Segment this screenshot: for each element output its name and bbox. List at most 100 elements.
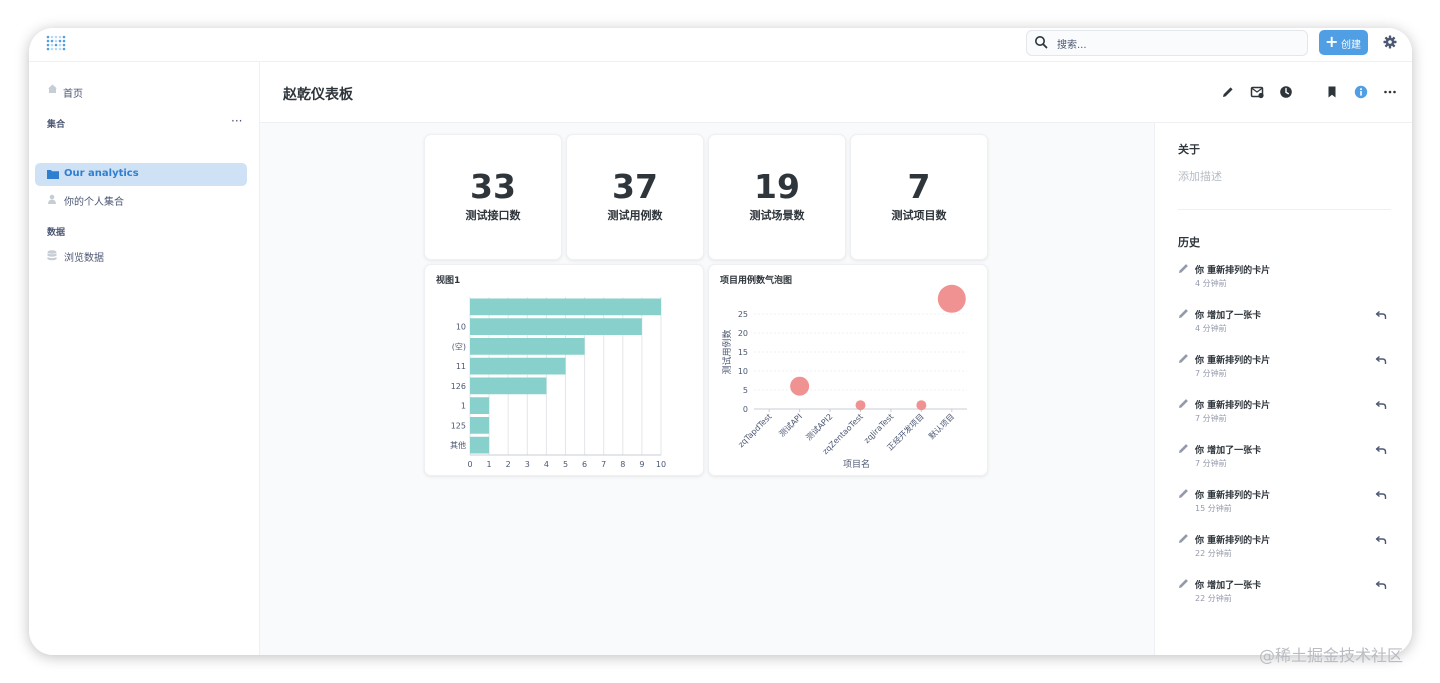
data-heading: 数据 [47, 228, 66, 238]
description-input[interactable]: 添加描述 [1178, 170, 1222, 183]
history-time: 4 分钟前 [1195, 324, 1227, 333]
scalar-card[interactable]: 33 测试接口数 [424, 134, 562, 260]
metabase-logo-icon[interactable] [46, 35, 66, 51]
pencil-icon [1179, 444, 1188, 453]
y-tick-label: 其他 [450, 440, 466, 450]
y-tick-label: 10 [738, 367, 748, 376]
scalar-label: 测试场景数 [749, 209, 805, 222]
y-tick-label: 25 [738, 310, 748, 319]
pencil-icon [1179, 534, 1188, 543]
x-tick-label: 1 [487, 460, 492, 469]
undo-icon[interactable] [1375, 444, 1387, 456]
bubble-point [790, 376, 810, 396]
bar [470, 377, 547, 395]
sidebar-item-personal-collection[interactable]: 你的个人集合 [35, 188, 247, 211]
collections-heading: 集合 [47, 120, 66, 130]
watermark: @稀土掘金技术社区 [1259, 646, 1404, 665]
x-tick-label: zqTapdTest [736, 412, 773, 449]
scalar-card[interactable]: 37 测试用例数 [566, 134, 704, 260]
pencil-icon [1179, 399, 1188, 408]
undo-icon[interactable] [1375, 399, 1387, 411]
share-subscription-icon[interactable] [1250, 85, 1264, 99]
search-icon [1035, 36, 1048, 49]
undo-icon[interactable] [1375, 579, 1387, 591]
scalar-label: 测试用例数 [607, 209, 663, 222]
history-item: 你 重新排列的卡片 15 分钟前 [1178, 487, 1391, 519]
sidebar-item-our-analytics[interactable]: Our analytics [35, 163, 247, 186]
person-icon [48, 194, 56, 204]
bar-chart-card[interactable]: 视图1 0 1 2 3 4 5 6 7 8 9 10 10 (空) 11 126 1 125 其他 [424, 264, 704, 476]
bar [470, 436, 490, 454]
edit-pencil-icon[interactable] [1221, 85, 1235, 99]
sidebar-item-label: 你的个人集合 [64, 197, 124, 208]
home-icon [48, 84, 57, 93]
new-button-label: 创建 [1341, 40, 1361, 51]
history-action: 你 增加了一张卡 [1195, 581, 1262, 591]
scalar-value: 37 [612, 167, 658, 206]
history-time: 7 分钟前 [1195, 459, 1227, 468]
gear-icon[interactable] [1383, 35, 1397, 49]
info-icon[interactable] [1354, 85, 1368, 99]
search-input[interactable]: 搜索... [1057, 40, 1087, 51]
undo-icon[interactable] [1375, 534, 1387, 546]
history-item: 你 增加了一张卡 4 分钟前 [1178, 307, 1391, 339]
pencil-icon [1179, 579, 1188, 588]
pencil-icon [1179, 489, 1188, 498]
sidebar-item-label: 首页 [63, 89, 83, 100]
scalar-card[interactable]: 19 测试场景数 [708, 134, 846, 260]
y-tick-label: (空) [452, 341, 466, 351]
y-tick-label: 11 [456, 362, 466, 371]
app-window: 搜索... + 创建 首页 [29, 28, 1412, 655]
x-tick-label: 7 [601, 460, 606, 469]
bubble-chart-card[interactable]: 项目用例数气泡图 0 5 10 15 20 25 zqTapdTest 测试API 测试API2… [708, 264, 988, 476]
bar [470, 338, 585, 355]
history-time: 22 分钟前 [1195, 594, 1232, 603]
history-item: 你 增加了一张卡 7 分钟前 [1178, 442, 1391, 474]
history-action: 你 增加了一张卡 [1195, 446, 1262, 456]
bar [470, 298, 661, 316]
bar [470, 357, 566, 375]
undo-icon[interactable] [1375, 354, 1387, 366]
history-action: 你 重新排列的卡片 [1195, 266, 1271, 276]
chart-title: 项目用例数气泡图 [720, 276, 793, 286]
x-tick-label: 10 [656, 460, 666, 469]
auto-refresh-clock-icon[interactable] [1279, 85, 1293, 99]
bookmark-icon[interactable] [1325, 85, 1339, 99]
history-time: 22 分钟前 [1195, 549, 1232, 558]
y-tick-label: 20 [738, 329, 748, 338]
bar-chart: 0 1 2 3 4 5 6 7 8 9 10 10 (空) 11 126 1 125 其他 [450, 297, 666, 469]
y-tick-label: 126 [451, 382, 466, 391]
more-options-icon[interactable] [1383, 85, 1397, 99]
history-action: 你 重新排列的卡片 [1195, 356, 1271, 366]
history-time: 4 分钟前 [1195, 279, 1227, 288]
page-title: 赵乾仪表板 [283, 87, 353, 103]
more-icon[interactable]: ··· [231, 114, 243, 128]
x-tick-label: 4 [544, 460, 549, 469]
x-tick-label: 9 [639, 460, 644, 469]
scalar-value: 7 [907, 167, 931, 206]
search-bar[interactable]: 搜索... [1026, 30, 1308, 56]
x-tick-label: 3 [525, 460, 530, 469]
info-sidebar: 关于 添加描述 历史 你 重新排列的卡片 4 分钟前你 增加了一张卡 4 分钟前你 … [1154, 123, 1412, 655]
history-item: 你 重新排列的卡片 4 分钟前 [1178, 262, 1391, 294]
new-button[interactable]: + 创建 [1319, 30, 1368, 55]
x-axis-label: 项目名 [843, 458, 870, 470]
bubble-point [937, 284, 966, 313]
x-tick-label: 5 [563, 460, 568, 469]
history-heading: 历史 [1178, 236, 1200, 249]
about-heading: 关于 [1178, 143, 1200, 156]
y-tick-label: 125 [451, 421, 466, 430]
x-tick-label: 0 [467, 460, 472, 469]
bubble-point [916, 400, 927, 411]
scalar-label: 测试接口数 [465, 209, 521, 222]
history-action: 你 增加了一张卡 [1195, 311, 1262, 321]
undo-icon[interactable] [1375, 489, 1387, 501]
sidebar: 首页 集合 ··· Our analytics 你的个人集合 数据 浏览数据 [29, 62, 260, 655]
y-tick-label: 10 [456, 323, 466, 332]
scalar-card[interactable]: 7 测试项目数 [850, 134, 988, 260]
undo-icon[interactable] [1375, 309, 1387, 321]
sidebar-item-label: Our analytics [64, 168, 139, 179]
sidebar-item-browse-data[interactable]: 浏览数据 [35, 244, 247, 267]
history-action: 你 重新排列的卡片 [1195, 491, 1271, 501]
